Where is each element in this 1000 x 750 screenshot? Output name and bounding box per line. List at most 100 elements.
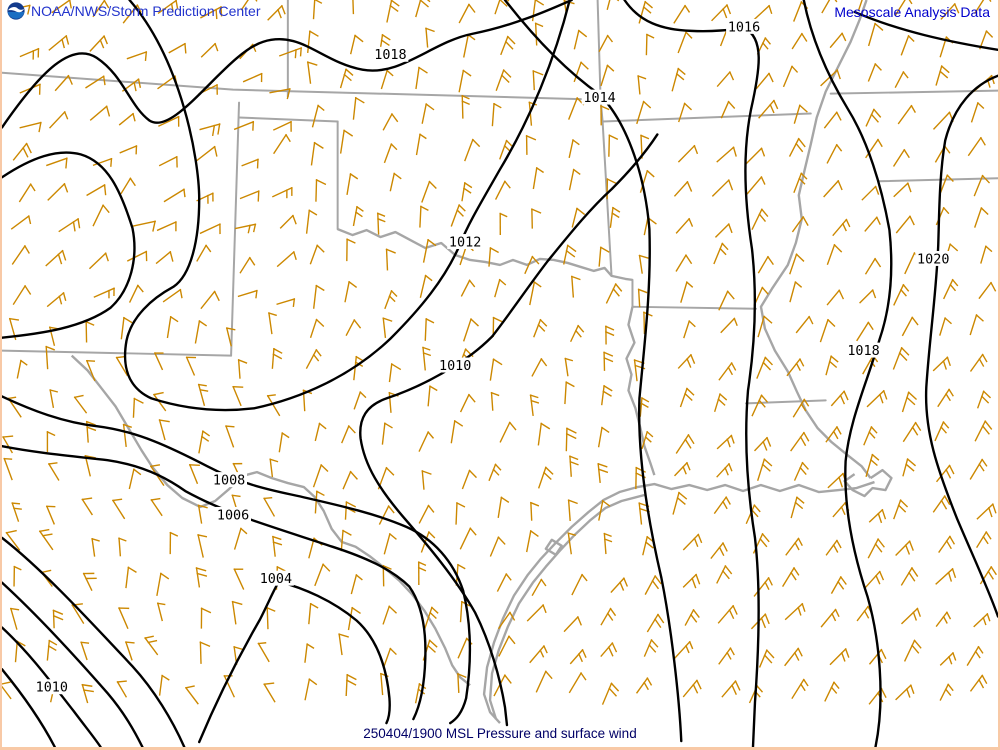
wind-barb [568,672,583,694]
wind-barb-feather [642,6,652,14]
wind-barb-feather [730,362,737,371]
wind-barb [825,539,838,556]
wind-barb-feather [456,502,466,508]
wind-barb-feather [102,204,110,214]
wind-barb [829,32,844,49]
wind-barb-feather [604,325,615,331]
wind-barb [826,143,838,164]
wind-barb-feather [832,430,839,440]
wind-barb-feather [147,639,158,644]
wind-barb-feather [529,501,540,507]
wind-barb-feather [225,327,236,331]
wind-barb [231,600,237,625]
wind-barb [902,421,917,443]
wind-barb-feather [979,136,986,146]
wind-barb [893,499,902,520]
wind-barb [463,34,470,58]
wind-barb-feather [169,251,174,262]
wind-barb [237,359,241,379]
wind-barb-feather [430,606,439,614]
wind-barb [158,674,163,696]
wind-barb-feather [213,290,220,302]
mesoscale-analysis-link[interactable]: Mesoscale Analysis Data [834,4,990,20]
wind-barb-feather [63,182,69,193]
wind-barb [52,609,55,629]
wind-barb [867,63,877,82]
wind-barb [491,103,495,127]
wind-barb-feather [419,133,427,140]
wind-barb [677,31,687,54]
isobar-label-gap [33,679,70,695]
isobar-1018 [2,0,573,129]
wind-barb-feather [382,564,392,570]
wind-barb [858,0,863,11]
wind-barb-feather [136,4,142,13]
wind-barb-feather [727,179,734,191]
wind-barb [830,576,842,594]
wind-barb-feather [158,419,170,423]
wind-barb [646,613,659,633]
wind-barb [85,75,105,89]
wind-barb-feather [719,393,728,401]
wind-barb [419,205,422,228]
wind-barb-feather [376,212,386,217]
wind-barb [573,61,582,83]
wind-barb [939,317,946,336]
wind-barb [721,680,737,698]
wind-barb-feather [684,4,691,13]
wind-barb-feather [645,33,655,39]
wind-barb [757,255,769,274]
wind-barb [720,100,730,119]
wind-barb [597,463,601,484]
wind-barb [16,359,22,379]
wind-barb-feather [346,238,356,244]
wind-barb-feather [205,244,212,253]
isobar-label-gap [372,46,409,62]
wind-barb-feather [184,42,187,54]
wind-barb-feather [509,611,516,621]
wind-barb [678,102,686,123]
spc-home-link[interactable]: NOAA/NWS/Storm Prediction Center [31,3,261,19]
wind-barb-feather [417,561,427,567]
wind-barb [156,221,177,232]
wind-barb-feather [351,606,361,615]
wind-barb-feather [199,641,211,648]
wind-barb-feather [951,278,959,287]
wind-barb-feather [603,356,614,363]
wind-barb-feather [643,681,649,691]
wind-barb-feather [569,455,579,461]
wind-barb-feather [911,644,920,654]
wind-barb-feather [717,398,726,406]
wind-barb [195,145,216,162]
wind-barb-feather [601,426,610,434]
wind-barb [824,681,835,702]
wind-barb-feather [534,0,545,6]
wind-barb-feather [942,421,950,429]
wind-barb [128,468,135,490]
wind-barb-feather [426,0,431,3]
wind-barb-feather [902,283,910,292]
wind-barb [232,385,242,407]
wind-barb-feather [686,461,691,471]
wind-barb-feather [832,681,840,690]
wind-barb-feather [292,251,297,261]
wind-barb-feather [564,357,574,362]
wind-barb-feather [390,363,402,371]
wind-barb [223,674,235,698]
wind-barb [269,458,274,478]
wind-barb-feather [734,680,741,691]
wind-barb-feather [604,330,615,337]
wind-barb [674,461,688,477]
wind-barb-feather [800,172,808,180]
wind-barb [966,645,980,666]
wind-barb-feather [760,208,769,218]
wind-barb [932,356,949,372]
wind-barb-feather [533,281,542,288]
wind-barb [939,683,950,701]
isobar-label: 1010 [439,359,471,374]
wind-barb [157,0,178,15]
wind-barb-feather [908,540,914,551]
wind-barb-feather [762,361,772,371]
wind-barb-feather [943,145,951,154]
wind-barb [969,674,984,692]
